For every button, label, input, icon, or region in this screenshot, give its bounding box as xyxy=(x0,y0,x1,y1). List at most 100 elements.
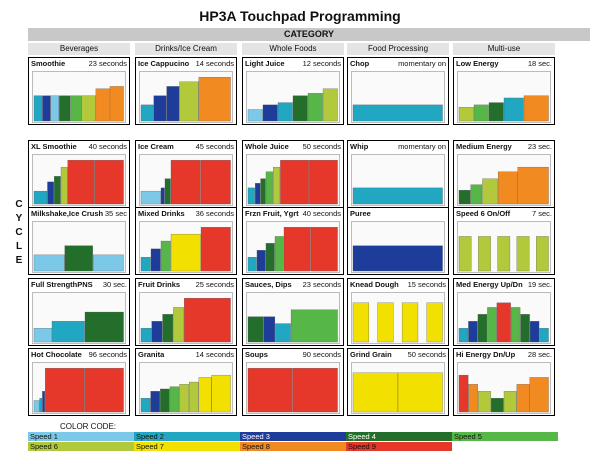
program-cell: Ice Cream 45 seconds xyxy=(135,140,237,208)
speed-bar xyxy=(162,314,174,343)
program-cell: Mixed Drinks 36 seconds xyxy=(135,207,237,275)
speed-bar xyxy=(260,178,266,205)
speed-bar xyxy=(33,95,43,122)
program-cell: Hot Chocolate 96 seconds xyxy=(28,348,130,416)
program-time: 23 sec. xyxy=(527,142,552,151)
legend-swatch: Speed 3 xyxy=(240,432,346,441)
speed-bar xyxy=(352,104,443,122)
speed-bar xyxy=(140,328,152,343)
program-name: Light Juice xyxy=(245,59,285,68)
column-header: Multi-use xyxy=(453,43,555,55)
speed-bar xyxy=(488,102,504,122)
program-cell: Frzn Fruit, Ygrt 40 seconds xyxy=(242,207,344,275)
program-name: Ice Cream xyxy=(138,142,174,151)
speed-profile-plot xyxy=(246,154,340,206)
program-name: Puree xyxy=(350,209,371,218)
speed-bar xyxy=(151,321,163,343)
program-cell: Hi Energy Dn/Up 28 sec. xyxy=(453,348,555,416)
speed-bar xyxy=(255,183,261,205)
speed-bar xyxy=(94,160,124,205)
column-header: Food Processing xyxy=(347,43,449,55)
column-header: Drinks/Ice Cream xyxy=(135,43,237,55)
speed-profile-plot xyxy=(139,154,233,206)
speed-bar xyxy=(497,171,518,205)
speed-bar xyxy=(164,178,171,205)
speed-bar xyxy=(189,381,199,413)
speed-profile-plot xyxy=(32,154,126,206)
page-title: HP3A Touchpad Programming xyxy=(199,8,401,24)
speed-bar xyxy=(140,398,151,413)
speed-bar xyxy=(50,95,59,122)
speed-bar xyxy=(458,190,471,205)
speed-bar xyxy=(39,398,43,413)
speed-bar xyxy=(81,95,96,122)
program-time: 23 seconds xyxy=(88,59,127,68)
speed-bar xyxy=(478,236,491,272)
speed-bar xyxy=(33,400,40,413)
speed-profile-plot xyxy=(351,71,445,123)
program-time: momentary on xyxy=(398,142,446,151)
program-time: 40 seconds xyxy=(88,142,127,151)
speed-profile-plot xyxy=(246,292,340,344)
speed-bar xyxy=(170,233,201,272)
speed-bar xyxy=(45,368,85,413)
program-cell: Fruit Drinks 25 seconds xyxy=(135,278,237,346)
speed-bar xyxy=(292,368,338,413)
speed-bar xyxy=(33,254,65,272)
speed-profile-plot xyxy=(32,292,126,344)
speed-profile-plot xyxy=(139,362,233,414)
speed-bar xyxy=(211,374,231,413)
program-time: 19 sec. xyxy=(527,280,552,289)
speed-bar xyxy=(42,391,45,413)
program-time: 14 seconds xyxy=(195,59,234,68)
color-code-label: COLOR CODE: xyxy=(60,422,117,431)
program-time: 45 seconds xyxy=(195,142,234,151)
speed-bar xyxy=(153,95,167,122)
program-name: Hot Chocolate xyxy=(31,350,82,359)
program-time: 23 seconds xyxy=(302,280,341,289)
speed-bar xyxy=(458,236,472,272)
speed-bar xyxy=(310,227,338,272)
speed-bar xyxy=(263,316,276,343)
speed-profile-plot xyxy=(351,221,445,273)
speed-profile-plot xyxy=(457,71,551,123)
speed-bar xyxy=(352,245,443,272)
speed-bar xyxy=(283,227,311,272)
speed-bar xyxy=(377,302,394,343)
program-time: 30 sec. xyxy=(102,280,127,289)
speed-bar xyxy=(173,307,184,343)
speed-bar xyxy=(247,187,255,205)
speed-bar xyxy=(352,372,398,413)
speed-bar xyxy=(67,160,95,205)
program-name: Frzn Fruit, Ygrt xyxy=(245,209,299,218)
program-cell: Milkshake,Ice Crush 35 sec xyxy=(28,207,130,275)
speed-bar xyxy=(458,328,469,343)
speed-bar xyxy=(33,190,48,205)
speed-bar xyxy=(516,384,530,413)
speed-bar xyxy=(170,160,201,205)
speed-bar xyxy=(247,368,293,413)
speed-profile-plot xyxy=(457,154,551,206)
program-cell: Granita 14 seconds xyxy=(135,348,237,416)
speed-bar xyxy=(256,250,266,272)
category-header: CATEGORY xyxy=(28,28,590,41)
program-cell: Chop momentary on xyxy=(347,57,449,125)
speed-bar xyxy=(516,236,530,272)
program-time: 90 seconds xyxy=(302,350,341,359)
speed-profile-plot xyxy=(32,71,126,123)
program-cell: Grind Grain 50 seconds xyxy=(347,348,449,416)
speed-bar xyxy=(478,391,491,413)
program-time: 50 seconds xyxy=(302,142,341,151)
speed-bar xyxy=(179,81,199,122)
column-header: Whole Foods xyxy=(242,43,344,55)
speed-bar xyxy=(273,166,281,205)
speed-bar xyxy=(47,181,54,205)
speed-bar xyxy=(520,314,530,343)
program-cell: Soups 90 seconds xyxy=(242,348,344,416)
speed-bar xyxy=(477,314,488,343)
speed-bar xyxy=(274,236,284,272)
speed-bar xyxy=(95,88,110,122)
speed-bar xyxy=(487,307,497,343)
speed-bar xyxy=(292,95,308,122)
speed-bar xyxy=(160,388,170,413)
